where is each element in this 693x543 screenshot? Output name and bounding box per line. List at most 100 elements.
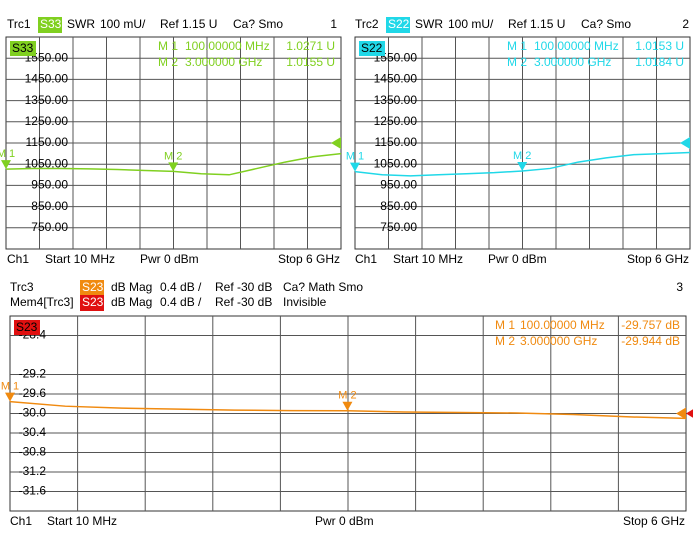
trace-format: SWR — [415, 17, 443, 31]
y-tick-label: 1050.00 — [374, 156, 418, 170]
param-label: S23 — [82, 280, 104, 294]
readout-label: M 1 — [507, 39, 527, 53]
trace-status: Ca? Math Smo — [283, 280, 363, 294]
marker-label: M 1 — [1, 381, 19, 393]
y-tick-label: 1250.00 — [25, 114, 69, 128]
ref-arrow — [331, 137, 341, 149]
readout-label: M 1 — [158, 39, 178, 53]
footer-channel: Ch1 — [7, 252, 29, 266]
diagram-number: 1 — [330, 17, 337, 31]
trace-name: Mem4[Trc3] — [10, 295, 74, 309]
trace-name: Trc1 — [7, 17, 31, 31]
y-tick-label: -31.6 — [19, 484, 47, 498]
diagram-number: 3 — [676, 280, 683, 294]
trace-status: Ca? Smo — [233, 17, 283, 31]
marker-label: M 1 — [0, 148, 15, 160]
readout-freq: 3.000000 GHz — [185, 55, 262, 69]
marker-label: M 2 — [513, 150, 531, 162]
trace-ref: Ref 1.15 U — [160, 17, 217, 31]
trace-ref: Ref 1.15 U — [508, 17, 565, 31]
y-tick-label: -30.4 — [19, 425, 47, 439]
trace-line — [5, 152, 342, 176]
trace-status: Ca? Smo — [581, 17, 631, 31]
marker — [1, 160, 11, 170]
trace-line — [9, 400, 687, 420]
readout-value: 1.0155 U — [286, 55, 335, 69]
y-tick-label: 850.00 — [31, 199, 68, 213]
footer-power: Pwr 0 dBm — [315, 514, 374, 528]
param-box — [80, 295, 104, 311]
readout-freq: 3.000000 GHz — [534, 55, 611, 69]
plot-param-box — [359, 41, 385, 56]
footer-stop: Stop 6 GHz — [278, 252, 340, 266]
y-tick-label: 1250.00 — [374, 114, 418, 128]
plot-param-label: S22 — [361, 41, 383, 55]
ref-arrow — [680, 137, 690, 149]
param-box — [80, 280, 104, 296]
footer-stop: Stop 6 GHz — [623, 514, 685, 528]
plot-param-box — [14, 320, 40, 335]
footer-stop: Stop 6 GHz — [627, 252, 689, 266]
marker — [168, 162, 179, 172]
y-tick-label: -29.6 — [19, 386, 47, 400]
plot-param-label: S23 — [16, 320, 38, 334]
ref-arrow — [676, 407, 686, 420]
marker — [517, 161, 528, 171]
trace-format: dB Mag — [111, 295, 152, 309]
y-tick-label: -30.0 — [19, 406, 47, 420]
trace-name: Trc2 — [355, 17, 379, 31]
param-label: S22 — [388, 17, 410, 31]
marker-label: M 1 — [346, 151, 364, 163]
y-tick-label: 1150.00 — [26, 135, 69, 149]
plot-param-label: S33 — [12, 41, 34, 55]
readout-freq: 100.00000 MHz — [185, 39, 270, 53]
readout-freq: 100.00000 MHz — [534, 39, 619, 53]
diagram-number: 2 — [682, 17, 689, 31]
readout-value: 1.0153 U — [635, 39, 684, 53]
footer-start: Start 10 MHz — [45, 252, 115, 266]
readout-value: -29.944 dB — [621, 334, 680, 348]
y-tick-label: 1050.00 — [25, 156, 69, 170]
readout-value: -29.757 dB — [621, 318, 680, 332]
footer-start: Start 10 MHz — [47, 514, 117, 528]
y-tick-label: 1350.00 — [374, 93, 418, 107]
footer-power: Pwr 0 dBm — [488, 252, 547, 266]
readout-label: M 2 — [158, 55, 178, 69]
trace-scale: 0.4 dB / — [160, 280, 202, 294]
trace-ref: Ref -30 dB — [215, 280, 272, 294]
readout-label: M 2 — [507, 55, 527, 69]
marker — [342, 401, 353, 411]
readout-label: M 2 — [495, 334, 515, 348]
trace-status: Invisible — [283, 295, 327, 309]
trace-format: SWR — [67, 17, 95, 31]
y-tick-label: 850.00 — [380, 199, 417, 213]
y-tick-label: -29.2 — [19, 367, 47, 381]
y-tick-label: 950.00 — [380, 178, 417, 192]
footer-power: Pwr 0 dBm — [140, 252, 199, 266]
marker — [350, 162, 360, 172]
param-box — [38, 17, 62, 33]
trace-scale: 100 mU/ — [448, 17, 494, 31]
param-label: S33 — [40, 17, 62, 31]
param-box — [386, 17, 410, 33]
footer-channel: Ch1 — [10, 514, 32, 528]
y-tick-label: -31.2 — [19, 464, 47, 478]
marker-label: M 2 — [338, 390, 356, 402]
y-tick-label: 1350.00 — [25, 93, 69, 107]
y-tick-label: 750.00 — [31, 220, 68, 234]
y-tick-label: 950.00 — [31, 178, 68, 192]
readout-freq: 100.00000 MHz — [520, 318, 605, 332]
marker — [5, 392, 15, 402]
readout-value: 1.0271 U — [286, 39, 335, 53]
plot-param-box — [10, 41, 36, 56]
y-tick-label: 1150.00 — [375, 135, 418, 149]
y-tick-label: 750.00 — [380, 220, 417, 234]
readout-value: 1.0184 U — [635, 55, 684, 69]
trace-line — [354, 151, 691, 177]
trace-format: dB Mag — [111, 280, 152, 294]
param-label: S23 — [82, 295, 104, 309]
trace-name: Trc3 — [10, 280, 34, 294]
trace-ref: Ref -30 dB — [215, 295, 272, 309]
readout-label: M 1 — [495, 318, 515, 332]
